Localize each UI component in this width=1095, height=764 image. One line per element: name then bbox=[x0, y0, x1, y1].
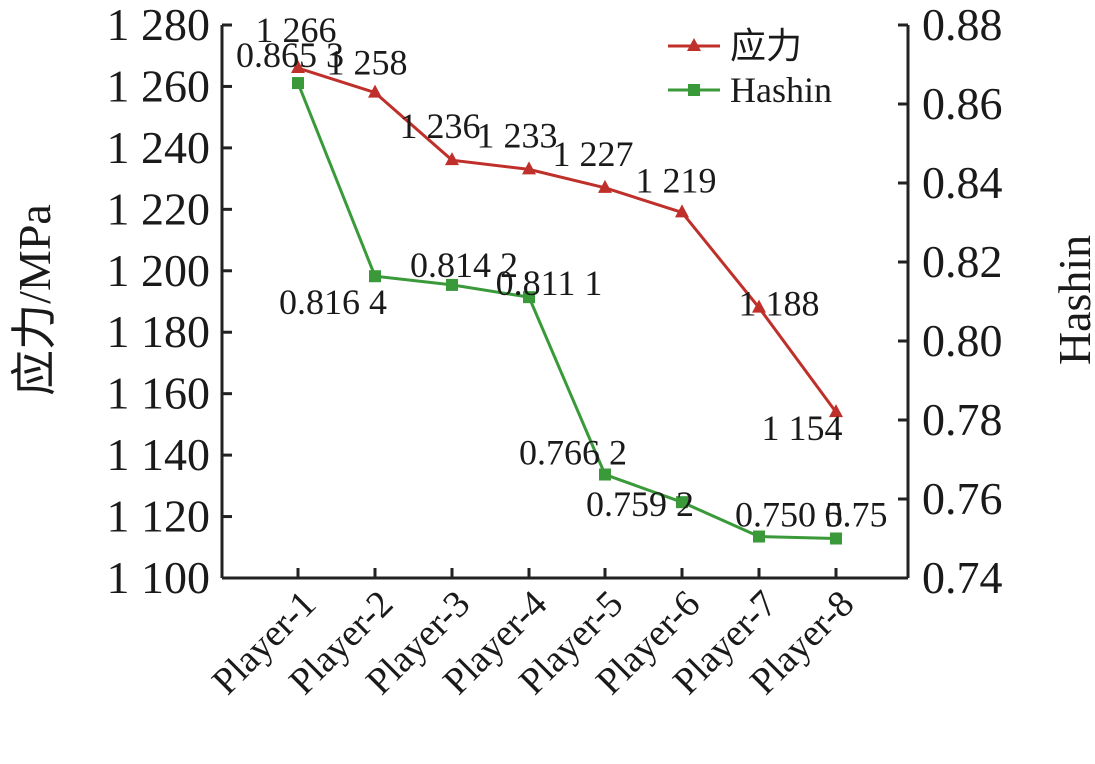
hashin-point-marker bbox=[292, 77, 304, 90]
stress-data-label: 1 233 bbox=[477, 115, 558, 155]
y-right-tick-label: 0.80 bbox=[922, 315, 1003, 366]
stress-point-marker bbox=[291, 60, 305, 74]
hashin-data-label: 0.750 5 bbox=[735, 495, 843, 535]
hashin-data-label: 0.75 bbox=[825, 495, 888, 535]
y-right-tick-label: 0.88 bbox=[922, 0, 1003, 50]
y-left-tick-label: 1 280 bbox=[107, 0, 211, 50]
y-left-tick-label: 1 260 bbox=[107, 60, 211, 111]
stress-data-label: 1 236 bbox=[400, 106, 481, 146]
y-left-tick-label: 1 200 bbox=[107, 245, 211, 296]
y-axis-right-title: Hashin bbox=[1049, 235, 1095, 365]
y-left-tick-label: 1 240 bbox=[107, 122, 211, 173]
y-left-tick-label: 1 140 bbox=[107, 429, 211, 480]
hashin-point-marker bbox=[753, 530, 765, 543]
stress-data-label: 1 258 bbox=[327, 43, 408, 83]
ticks: 1 100 1 120 1 140 1 160 1 180 1 200 1 220 1 240… bbox=[107, 0, 1003, 603]
stress-data-label: 1 219 bbox=[636, 160, 717, 200]
hashin-data-label: 0.814 2 bbox=[410, 245, 518, 285]
hashin-data-label: 0.766 2 bbox=[519, 433, 627, 473]
y-left-tick-label: 1 160 bbox=[107, 368, 211, 419]
series-lines bbox=[296, 66, 838, 540]
stress-data-label: 1 266 bbox=[256, 10, 337, 50]
category-labels: Player-1Player-2Player-3Player-4Player-5… bbox=[204, 583, 862, 703]
hashin-point-marker bbox=[676, 496, 688, 509]
y-right-tick-label: 0.76 bbox=[922, 473, 1003, 524]
stress-data-label: 1 188 bbox=[739, 284, 820, 324]
series-markers bbox=[291, 60, 843, 545]
y-right-tick-label: 0.78 bbox=[922, 394, 1003, 445]
stress-point-marker bbox=[829, 404, 843, 418]
stress-point-marker bbox=[598, 179, 612, 193]
hashin-point-marker bbox=[369, 270, 381, 283]
hashin-point-marker bbox=[523, 291, 535, 304]
hashin-point-marker bbox=[599, 468, 611, 481]
y-axis-left-title: 应力/MPa bbox=[9, 204, 60, 396]
hashin-point-marker bbox=[446, 278, 458, 291]
legend-label: 应力 bbox=[730, 26, 802, 66]
hashin-data-label: 0.816 4 bbox=[279, 282, 387, 322]
y-right-tick-label: 0.82 bbox=[922, 236, 1003, 287]
axes bbox=[220, 25, 910, 580]
y-right-tick-label: 0.86 bbox=[922, 78, 1003, 129]
stress-data-label: 1 227 bbox=[553, 134, 634, 174]
hashin-data-label: 0.811 1 bbox=[496, 263, 603, 303]
legend-marker bbox=[688, 84, 700, 96]
y-right-tick-label: 0.84 bbox=[922, 157, 1003, 208]
y-left-tick-label: 1 220 bbox=[107, 183, 211, 234]
y-left-tick-label: 1 180 bbox=[107, 306, 211, 357]
y-right-tick-label: 0.74 bbox=[922, 552, 1003, 603]
series-line-hashin bbox=[296, 82, 837, 540]
hashin-data-label: 0.865 3 bbox=[236, 35, 344, 75]
series-line-stress bbox=[297, 66, 838, 413]
hashin-point-marker bbox=[830, 532, 842, 545]
hashin-data-label: 0.759 2 bbox=[586, 484, 694, 524]
legend-label: Hashin bbox=[730, 70, 832, 110]
y-left-tick-label: 1 120 bbox=[107, 491, 211, 542]
stress-data-label: 1 154 bbox=[762, 408, 843, 448]
legend-marker bbox=[687, 38, 701, 51]
stress-point-marker bbox=[368, 84, 382, 98]
y-left-tick-label: 1 100 bbox=[107, 552, 211, 603]
stress-point-marker bbox=[752, 299, 766, 313]
stress-point-marker bbox=[522, 161, 536, 175]
stress-point-marker bbox=[445, 152, 459, 166]
stress-point-marker bbox=[675, 204, 689, 218]
